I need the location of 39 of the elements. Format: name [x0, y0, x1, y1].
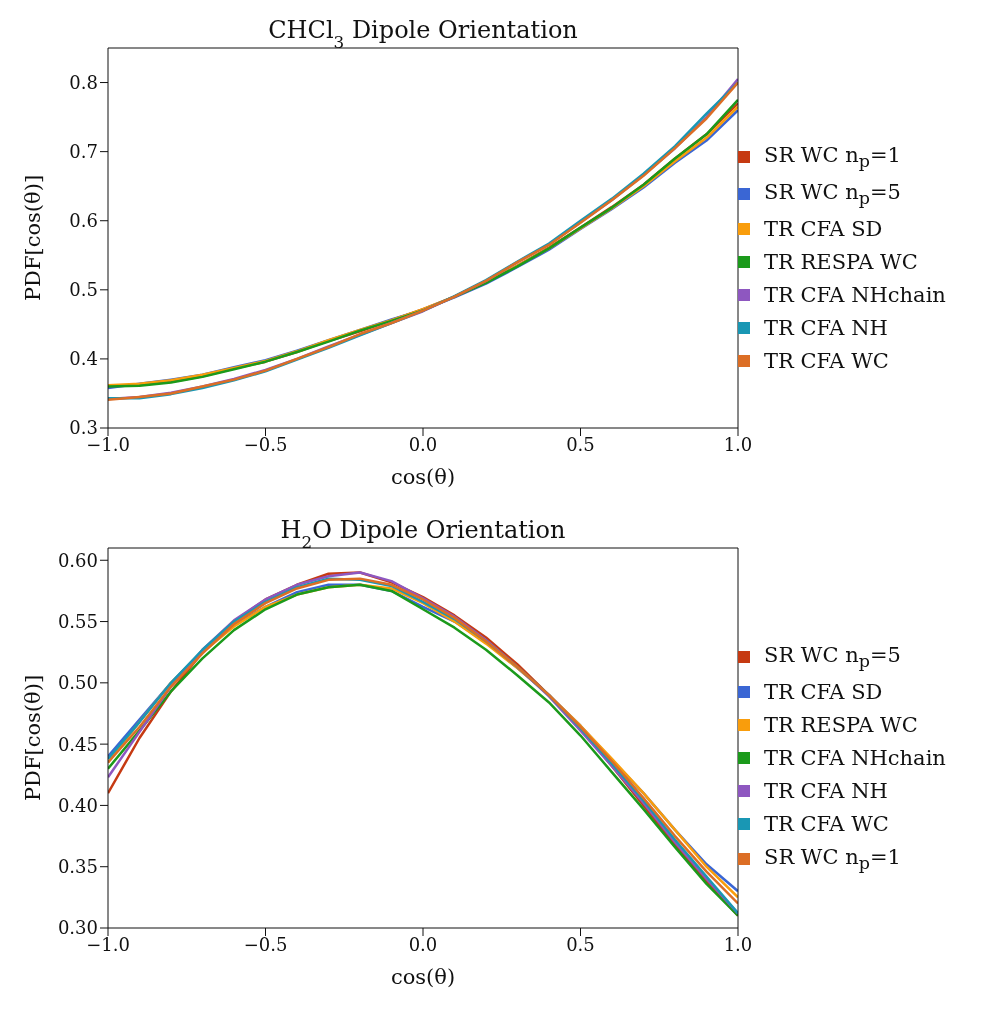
x-tick-label: −0.5 [243, 433, 288, 455]
legend-label: TR CFA SD [764, 217, 883, 242]
y-tick-label: 0.55 [57, 610, 98, 632]
legend-label: TR RESPA WC [764, 250, 918, 275]
x-tick-label: 0.0 [408, 933, 438, 955]
legend-label: TR CFA WC [764, 812, 889, 836]
x-tick-label: −0.5 [243, 933, 288, 955]
y-tick-label: 0.6 [69, 210, 98, 232]
legend-label: TR CFA NH [764, 779, 888, 803]
y-tick-label: 0.35 [57, 856, 98, 878]
y-axis-title: PDF[cos(θ)] [21, 674, 45, 802]
legend-label: TR CFA NH [764, 316, 888, 341]
y-tick-label: 0.60 [57, 549, 98, 571]
legend-label: TR CFA NHchain [764, 746, 946, 770]
y-tick-label: 0.8 [69, 71, 98, 93]
y-tick-label: 0.40 [57, 794, 98, 816]
y-tick-label: 0.7 [69, 141, 98, 163]
legend-label: SR WC n$_{p}$=5 [764, 180, 901, 209]
y-tick-label: 0.5 [69, 279, 98, 301]
x-tick-label: 0.5 [566, 933, 595, 955]
chart-title: CHCl$_{3}$ Dipole Orientation [268, 16, 578, 52]
y-axis-title: PDF[cos(θ)] [21, 174, 45, 302]
y-tick-label: 0.4 [69, 348, 98, 370]
x-tick-label: 0.0 [408, 433, 438, 455]
legend-label: TR RESPA WC [764, 713, 918, 737]
legend-label: TR CFA NHchain [764, 283, 946, 308]
y-tick-label: 0.45 [57, 733, 98, 755]
x-axis-title: cos(θ) [390, 965, 456, 989]
x-tick-label: 1.0 [723, 933, 753, 955]
legend-label: SR WC n$_{p}$=1 [764, 845, 901, 874]
legend-label: SR WC n$_{p}$=1 [764, 142, 901, 171]
legend-label: TR CFA SD [764, 680, 883, 704]
legend-label: SR WC n$_{p}$=5 [764, 642, 901, 671]
chart-title: H$_{2}$O Dipole Orientation [280, 516, 566, 552]
legend-label: TR CFA WC [764, 349, 889, 374]
x-tick-label: 1.0 [723, 433, 753, 455]
x-tick-label: 0.5 [566, 433, 595, 455]
y-tick-label: 0.50 [57, 672, 98, 694]
x-axis-title: cos(θ) [390, 465, 456, 489]
